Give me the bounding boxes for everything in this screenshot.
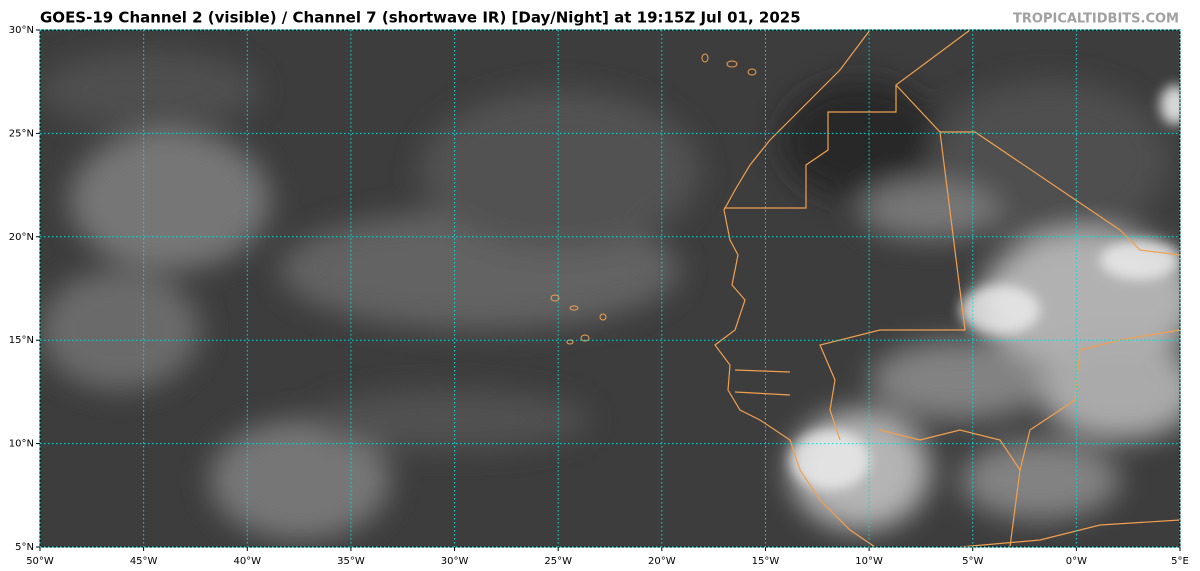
lon-tick-label: 25°W [544, 556, 572, 567]
lon-tick-label: 45°W [130, 556, 158, 567]
lat-tick-label: 5°N [15, 542, 34, 553]
lon-tick-label: 40°W [233, 556, 261, 567]
satellite-image [40, 30, 1180, 547]
lon-tick-label: 5°E [1171, 556, 1189, 567]
islands [550, 53, 757, 345]
title: GOES-19 Channel 2 (visible) / Channel 7 … [40, 9, 801, 27]
lat-tick-label: 20°N [9, 232, 34, 243]
lon-tick-label: 20°W [648, 556, 676, 567]
lon-tick-label: 0°W [1066, 556, 1087, 567]
lat-tick-label: 10°N [9, 439, 34, 450]
map-frame [39, 29, 1181, 548]
lat-tick-label: 25°N [9, 128, 34, 139]
lon-tick-label: 5°W [962, 556, 983, 567]
lon-tick-label: 30°W [441, 556, 469, 567]
lat-tick-label: 15°N [9, 335, 34, 346]
lat-tick-label: 30°N [9, 25, 34, 36]
coastlines [714, 30, 1180, 547]
lon-tick-label: 35°W [337, 556, 365, 567]
lon-tick-label: 15°W [752, 556, 780, 567]
lon-tick-label: 50°W [26, 556, 54, 567]
credit: TROPICALTIDBITS.COM [1013, 12, 1179, 27]
lon-tick-label: 10°W [855, 556, 883, 567]
